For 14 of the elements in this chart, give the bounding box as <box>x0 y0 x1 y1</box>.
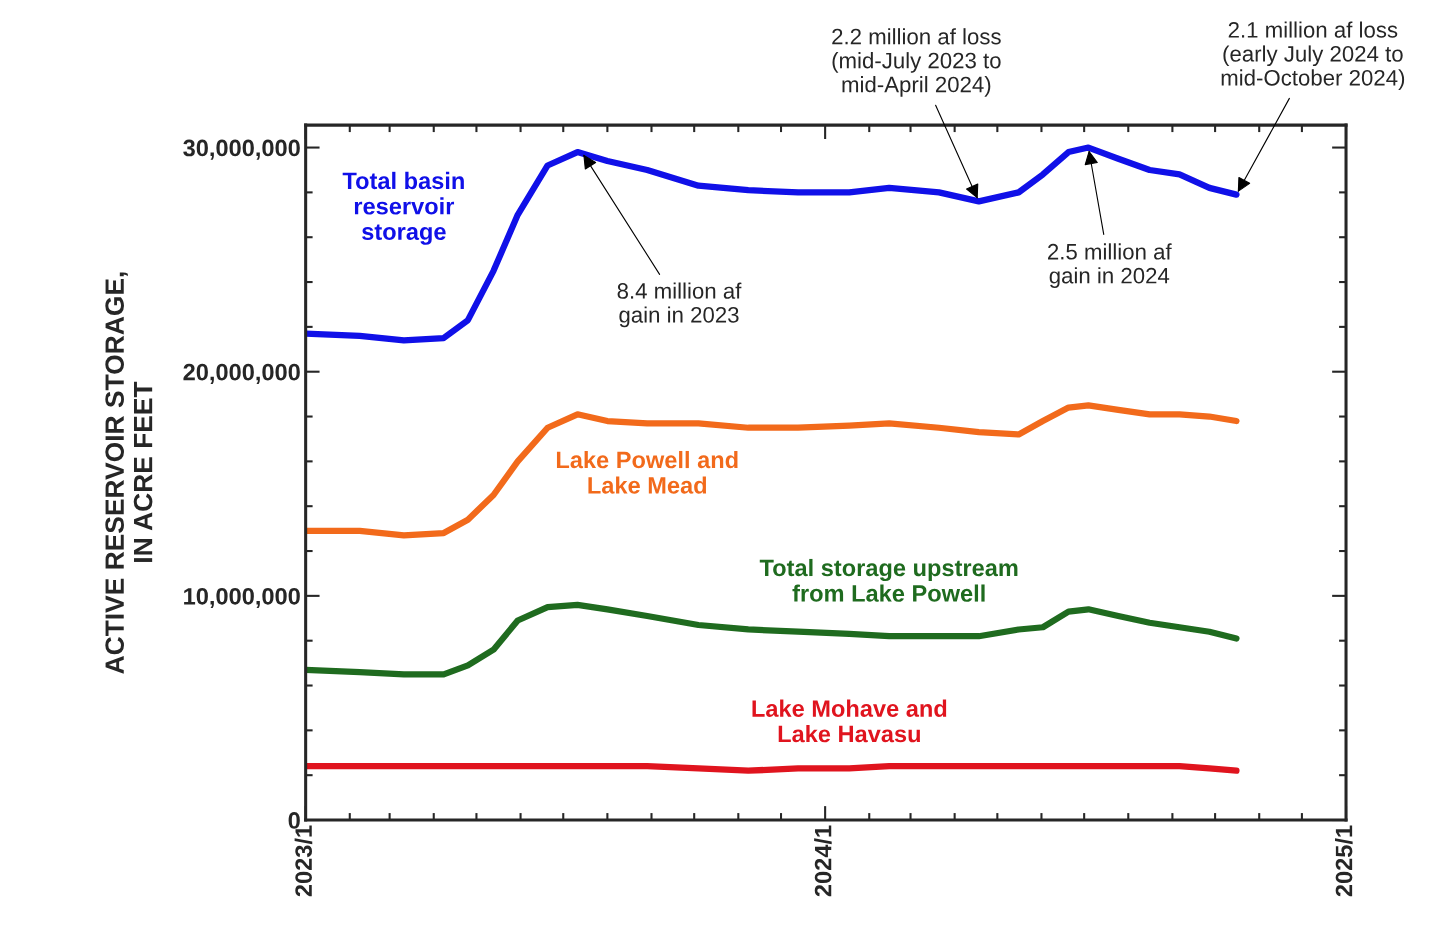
annotation: 2.1 million af loss (early July 2024 to mid-October 2024) <box>1221 21 1405 91</box>
series-label: Total basin reservoir storage <box>342 171 464 245</box>
y-axis-title: ACTIVE RESERVOIR STORAGE, IN ACRE FEET <box>105 272 153 674</box>
y-tick-label: 20,000,000 <box>183 363 300 384</box>
annotation: 2.5 million af gain in 2024 <box>1048 243 1172 288</box>
annotation: 2.2 million af loss (mid-July 2023 to mid-April 2024) <box>832 28 1001 97</box>
series-label: Total storage upstream from Lake Powell <box>759 558 1018 602</box>
y-tick-label: 30,000,000 <box>183 139 300 160</box>
y-tick-label: 10,000,000 <box>184 587 300 609</box>
series-label: Lake Powell and Lake Mead <box>556 450 738 494</box>
annotation: 8.4 million af gain in 2023 <box>617 282 742 328</box>
x-tick-label: 2025/1 <box>1335 825 1353 897</box>
x-tick-label: 2024/1 <box>814 825 832 897</box>
series-label: Lake Mohave and Lake Havasu <box>752 699 947 743</box>
